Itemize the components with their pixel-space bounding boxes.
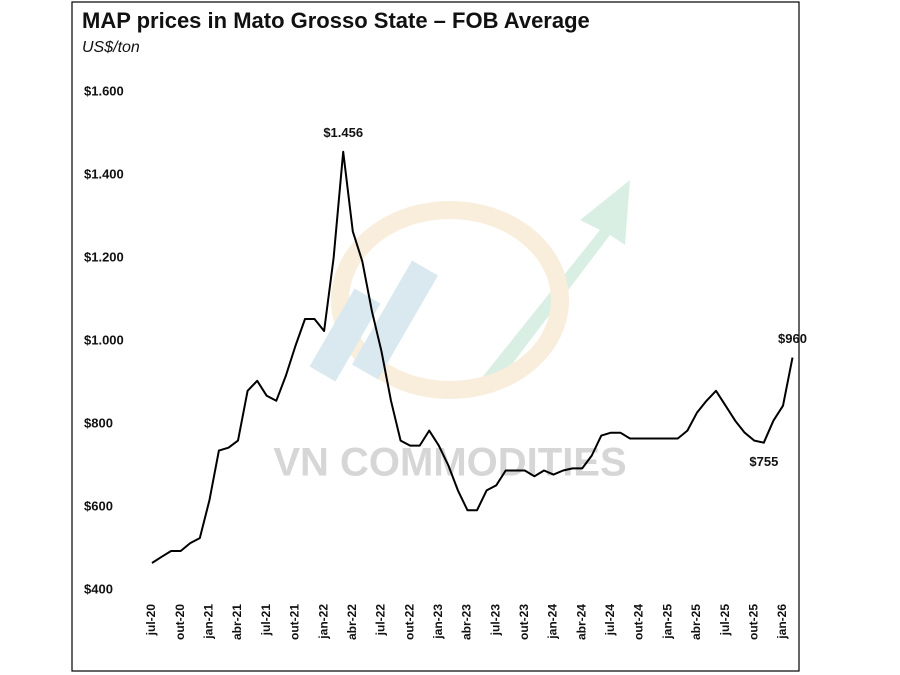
price-line: [151, 150, 794, 564]
x-tick-label: jan-24: [546, 604, 560, 640]
y-tick-label: $800: [84, 415, 113, 430]
x-tick-label: jan-23: [431, 604, 445, 640]
x-tick-label: jul-22: [374, 604, 388, 637]
frame: [71, 1, 800, 672]
x-tick-label: out-22: [402, 604, 416, 640]
x-tick-label: jul-24: [603, 604, 617, 637]
x-tick-label: abr-23: [460, 604, 474, 640]
data-label: $960: [778, 331, 807, 346]
y-tick-label: $1.400: [84, 166, 124, 181]
x-tick-label: abr-24: [574, 604, 588, 640]
x-tick-label: out-24: [632, 604, 646, 640]
x-tick-label: abr-21: [230, 604, 244, 640]
x-tick-label: jan-26: [775, 604, 789, 640]
data-label: $1.456: [323, 125, 363, 140]
x-tick-label: abr-22: [345, 604, 359, 640]
x-tick-label: jul-21: [259, 604, 273, 637]
y-tick-label: $400: [84, 581, 113, 596]
x-tick-label: out-21: [288, 604, 302, 640]
x-tick-label: jul-25: [718, 604, 732, 637]
x-tick-label: jan-22: [316, 604, 330, 640]
y-tick-label: $600: [84, 498, 113, 513]
x-tick-label: jan-25: [660, 604, 674, 640]
x-tick-label: out-20: [173, 604, 187, 640]
y-tick-label: $1.600: [84, 83, 124, 98]
y-tick-label: $1.000: [84, 332, 124, 347]
x-tick-label: out-23: [517, 604, 531, 640]
x-tick-label: jan-21: [202, 604, 216, 640]
chart-subtitle: US$/ton: [82, 39, 140, 56]
watermark: VN COMMODITIES: [273, 441, 626, 485]
data-label: $755: [749, 454, 778, 469]
x-tick-label: abr-25: [689, 604, 703, 640]
logo: [309, 180, 630, 399]
x-tick-label: out-25: [746, 604, 760, 640]
chart-title: MAP prices in Mato Grosso State – FOB Av…: [82, 8, 590, 33]
x-tick-label: jul-23: [488, 604, 502, 637]
y-tick-label: $1.200: [84, 249, 124, 264]
x-tick-label: jul-20: [144, 604, 158, 637]
